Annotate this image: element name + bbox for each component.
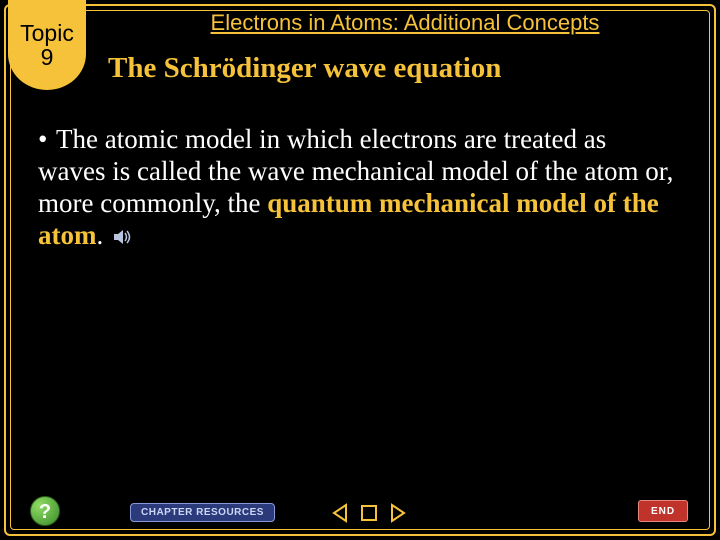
inner-frame (10, 10, 710, 530)
nav-next-button[interactable] (386, 502, 408, 524)
nav-group (330, 502, 408, 524)
nav-home-button[interactable] (358, 502, 380, 524)
nav-prev-button[interactable] (330, 502, 352, 524)
bottom-toolbar: ? CHAPTER RESOURCES END (0, 490, 720, 540)
page-header: Electrons in Atoms: Additional Concepts (110, 10, 700, 36)
end-button[interactable]: END (638, 500, 688, 522)
bullet-icon: • (38, 124, 56, 156)
help-button[interactable]: ? (30, 496, 60, 526)
chapter-resources-button[interactable]: CHAPTER RESOURCES (130, 503, 275, 522)
topic-number: 9 (41, 45, 54, 69)
topic-label: Topic (20, 21, 74, 45)
speaker-icon[interactable] (114, 221, 134, 253)
slide-subtitle: The Schrödinger wave equation (108, 52, 690, 85)
body-post: . (96, 220, 103, 250)
topic-badge: Topic 9 (8, 0, 86, 90)
body-paragraph: •The atomic model in which electrons are… (38, 124, 680, 253)
